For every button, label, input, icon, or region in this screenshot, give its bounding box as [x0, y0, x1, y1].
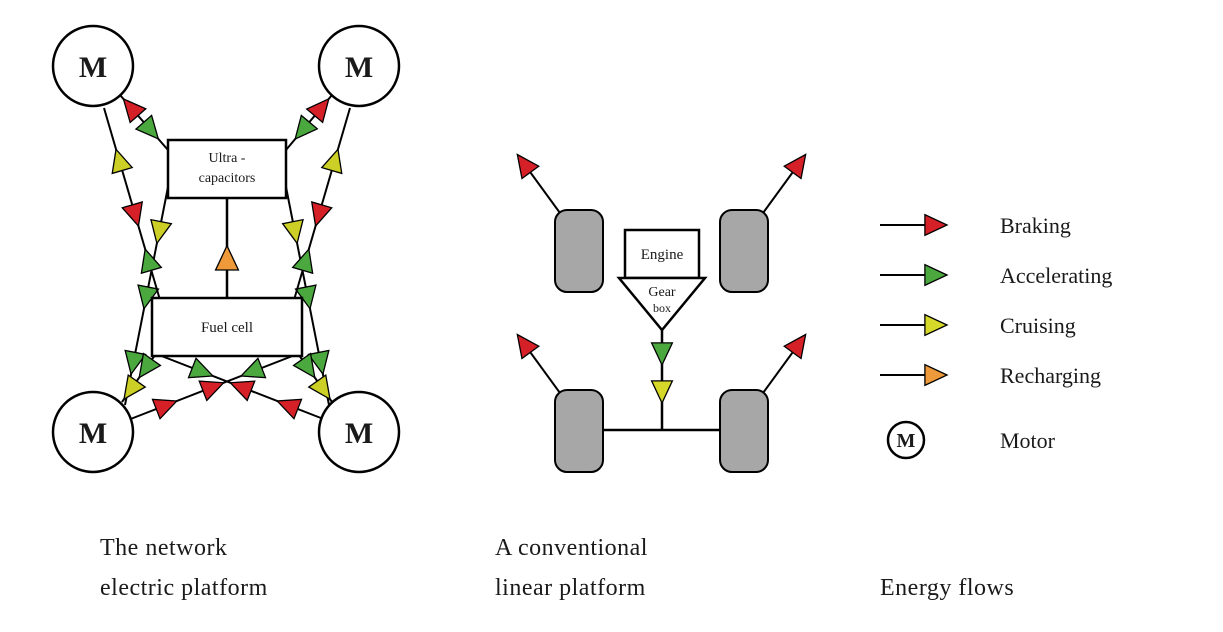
legend-arrow — [925, 265, 947, 286]
recharge-arrow — [216, 246, 239, 270]
legend-arrow — [925, 315, 947, 336]
captions: The network electric platform A convention… — [100, 535, 1014, 601]
legend-label: Accelerating — [1000, 263, 1112, 288]
flow-arrow — [306, 202, 332, 229]
gearbox-label2: box — [653, 301, 671, 315]
flow-arrow — [135, 246, 161, 273]
flow-arrow — [322, 146, 348, 173]
wheel — [555, 210, 603, 292]
caption: A conventional — [495, 535, 648, 561]
legend-label: Cruising — [1000, 313, 1076, 338]
flow-arrow — [106, 146, 132, 173]
conventional-platform: Engine Gearbox — [509, 148, 814, 472]
brake-arrow — [509, 328, 539, 358]
caption: Energy flows — [880, 575, 1014, 601]
flow-arrow — [116, 375, 146, 405]
fuelcell-label: Fuel cell — [201, 320, 253, 336]
flow-arrow — [152, 391, 180, 418]
motor-letter: M — [79, 417, 107, 450]
legend-motor-label: Motor — [1000, 428, 1056, 453]
caption: linear platform — [495, 575, 646, 601]
ultracap-label2: capacitors — [199, 171, 256, 186]
flow-arrow — [147, 220, 172, 246]
flow-arrow — [293, 246, 319, 273]
legend-arrow — [925, 365, 947, 386]
legend-label: Recharging — [1000, 363, 1101, 388]
flow-arrow — [287, 115, 317, 145]
engine-label: Engine — [641, 247, 684, 263]
wheel — [720, 210, 768, 292]
motor-letter: M — [345, 417, 373, 450]
caption: The network — [100, 535, 227, 561]
ultracap-label: Ultra - — [209, 151, 246, 166]
legend-label: Braking — [1000, 213, 1071, 238]
wheel — [555, 390, 603, 472]
drive-arrow — [652, 343, 673, 365]
flow-arrow — [122, 202, 148, 229]
flow-arrow — [283, 220, 308, 246]
brake-arrow — [784, 328, 814, 358]
gearbox-label: Gear — [648, 285, 676, 300]
network-platform: Ultra - capacitors Fuel cell M M M M — [53, 26, 399, 472]
legend: Braking Accelerating Cruising Recharging M Mo… — [880, 213, 1112, 458]
flow-arrow — [273, 391, 301, 418]
motor-letter: M — [79, 51, 107, 84]
drive-arrow — [652, 381, 673, 403]
wheel — [720, 390, 768, 472]
ultracap-box — [168, 140, 286, 198]
caption: electric platform — [100, 575, 268, 601]
legend-arrow — [925, 215, 947, 236]
legend-motor-letter: M — [897, 430, 916, 452]
brake-arrow — [509, 148, 539, 178]
diagram-canvas: Ultra - capacitors Fuel cell M M M M Engine Gear… — [0, 0, 1223, 632]
motor-letter: M — [345, 51, 373, 84]
brake-arrow — [784, 148, 814, 178]
